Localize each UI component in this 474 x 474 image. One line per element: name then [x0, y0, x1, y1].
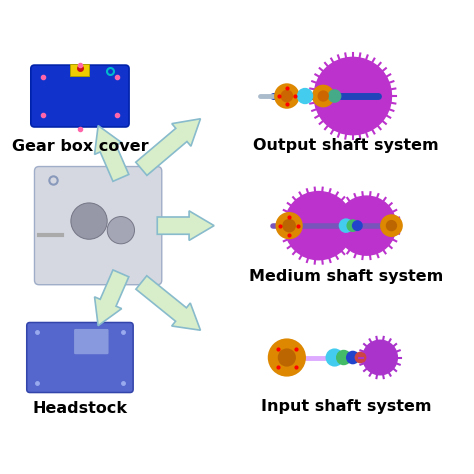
Polygon shape — [157, 211, 214, 240]
Circle shape — [346, 351, 360, 365]
Circle shape — [355, 352, 366, 364]
Circle shape — [107, 217, 135, 244]
Circle shape — [337, 196, 396, 255]
Circle shape — [297, 88, 313, 104]
Bar — [71, 64, 90, 76]
Text: Gear box cover: Gear box cover — [12, 139, 148, 154]
Circle shape — [386, 220, 397, 231]
FancyBboxPatch shape — [27, 322, 133, 392]
Circle shape — [281, 90, 293, 102]
Circle shape — [312, 85, 335, 108]
Circle shape — [284, 191, 353, 260]
Text: Headstock: Headstock — [32, 401, 128, 416]
Polygon shape — [94, 126, 129, 182]
Circle shape — [314, 57, 392, 135]
Circle shape — [283, 219, 296, 232]
Text: Input shaft system: Input shaft system — [261, 400, 431, 414]
Text: Medium shaft system: Medium shaft system — [249, 269, 443, 284]
FancyBboxPatch shape — [31, 65, 129, 127]
Circle shape — [346, 219, 359, 232]
FancyBboxPatch shape — [35, 166, 162, 285]
Polygon shape — [136, 276, 201, 330]
Polygon shape — [94, 270, 129, 326]
Text: Output shaft system: Output shaft system — [253, 138, 439, 153]
Circle shape — [275, 212, 303, 239]
Circle shape — [326, 348, 344, 366]
Circle shape — [336, 350, 351, 365]
Circle shape — [268, 338, 306, 377]
FancyBboxPatch shape — [73, 328, 109, 355]
Circle shape — [380, 214, 403, 237]
Circle shape — [71, 203, 107, 239]
Circle shape — [339, 219, 353, 233]
Circle shape — [318, 91, 329, 102]
Circle shape — [352, 220, 363, 231]
Circle shape — [328, 89, 341, 103]
Circle shape — [363, 340, 397, 375]
Circle shape — [278, 348, 296, 366]
Polygon shape — [136, 119, 201, 175]
Circle shape — [274, 83, 300, 109]
